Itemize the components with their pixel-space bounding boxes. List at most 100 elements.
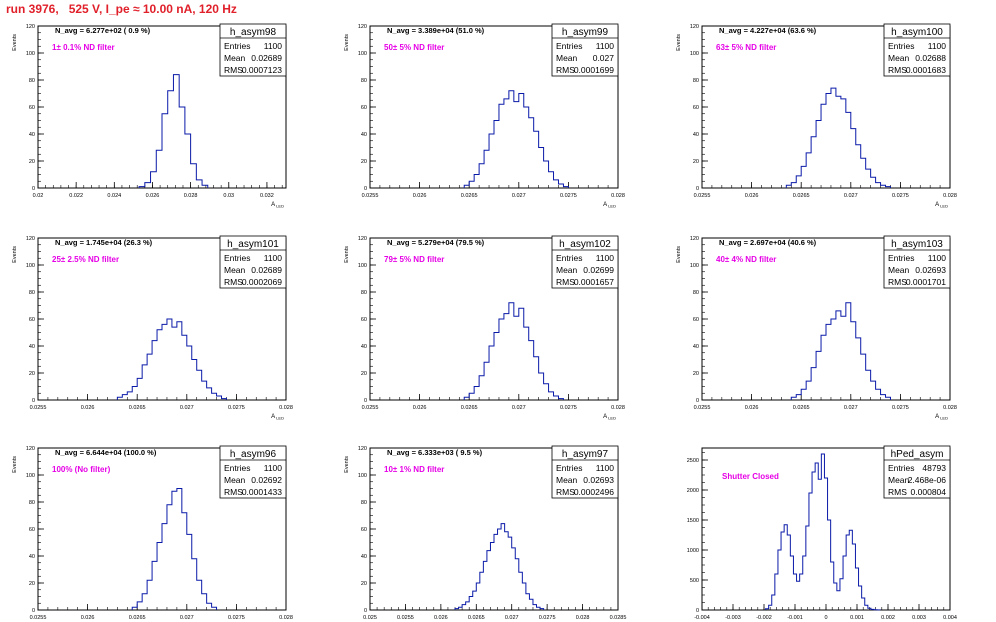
stats-value: 0.000804	[911, 487, 947, 497]
navg-label: N_avg = 1.745e+04 (26.3 %)	[55, 238, 153, 247]
stats-value: 1100	[264, 41, 283, 51]
x-tick-label: 0.032	[260, 193, 274, 199]
y-tick-label: 60	[29, 105, 35, 111]
x-tick-label: 0.0275	[892, 405, 909, 411]
stats-box-title: h_asym96	[230, 449, 277, 460]
x-tick-label: 0.001	[850, 615, 864, 621]
y-axis-title: Events	[344, 246, 350, 263]
x-tick-label: 0.026	[434, 615, 448, 621]
stats-value: 1100	[596, 463, 615, 473]
stats-value: 1100	[928, 41, 947, 51]
y-tick-label: 0	[364, 398, 367, 404]
stats-label: RMS	[556, 277, 575, 287]
x-tick-label: 0.026	[81, 405, 95, 411]
x-tick-label: 0.026	[81, 615, 95, 621]
y-tick-label: 20	[693, 371, 699, 377]
y-axis-title: Events	[344, 456, 350, 473]
x-tick-label: 0.028	[943, 193, 957, 199]
stats-value: 0.0001433	[242, 487, 282, 497]
stats-box-title: hPed_asym	[891, 449, 944, 460]
filter-label: 10± 1% ND filter	[384, 465, 444, 474]
y-tick-label: 20	[361, 159, 367, 165]
stats-label: RMS	[888, 65, 907, 75]
stats-label: RMS	[888, 487, 907, 497]
stats-value: 0.02692	[251, 475, 282, 485]
x-tick-label: 0.0255	[362, 405, 379, 411]
x-tick-label: 0.0275	[228, 405, 245, 411]
stats-box-frame	[883, 23, 951, 77]
y-tick-label: 60	[361, 317, 367, 323]
stats-box: h_asym98 Entries 1100 Mean 0.02689 RMS0.00071…	[219, 23, 287, 77]
x-tick-label: 0.026	[413, 405, 427, 411]
x-tick-label: 0.0265	[793, 405, 810, 411]
y-tick-label: 80	[29, 500, 35, 506]
filter-label: 40± 4% ND filter	[716, 255, 776, 264]
x-axis-title: A LED	[603, 414, 616, 421]
y-tick-label: 60	[29, 317, 35, 323]
x-tick-label: 0.0265	[793, 193, 810, 199]
x-tick-label: 0.0285	[610, 615, 627, 621]
y-tick-label: 20	[29, 159, 35, 165]
stats-box-frame	[219, 445, 287, 499]
x-tick-label: -0.003	[725, 615, 741, 621]
x-tick-label: 0.028	[184, 193, 198, 199]
stats-label: Entries	[888, 463, 914, 473]
stats-label: Entries	[888, 253, 914, 263]
y-tick-label: 0	[696, 186, 699, 192]
histogram-panel-h_asym100: 0.0255 0.026 0.0265 0.027 0.0275 0.028 0 20 40 60…	[676, 23, 957, 209]
x-tick-label: -0.001	[787, 615, 803, 621]
x-tick-label: -0.004	[694, 615, 710, 621]
x-tick-label: 0.025	[363, 615, 377, 621]
x-tick-label: 0.0275	[228, 615, 245, 621]
navg-label: N_avg = 6.277e+02 ( 0.9 %)	[55, 26, 151, 35]
filter-label: 50± 5% ND filter	[384, 43, 444, 52]
stats-value: 0.0007123	[242, 65, 282, 75]
histogram-panel-h_asym96: 0.0255 0.026 0.0265 0.027 0.0275 0.028 0 20 40 60…	[12, 445, 293, 621]
x-tick-label: 0.0275	[892, 193, 909, 199]
histogram-line	[131, 488, 218, 610]
x-tick-label: 0.024	[107, 193, 121, 199]
x-tick-label: 0	[824, 615, 827, 621]
x-tick-label: 0.028	[611, 193, 625, 199]
histogram-panel-h_asym102: 0.0255 0.026 0.0265 0.027 0.0275 0.028 0 20 40 60…	[344, 235, 625, 421]
x-tick-label: 0.026	[745, 405, 759, 411]
y-tick-label: 0	[696, 398, 699, 404]
x-tick-label: 0.002	[881, 615, 895, 621]
stats-box-title: h_asym97	[562, 449, 609, 460]
stats-label: Mean	[888, 475, 910, 485]
y-tick-label: 120	[358, 236, 367, 242]
x-tick-label: 0.0255	[30, 615, 47, 621]
histogram-panel-hPed_asym: -0.004 -0.003 -0.002 -0.001 0 0.001 0.002 0.003…	[687, 445, 957, 621]
y-tick-label: 40	[693, 344, 699, 350]
x-tick-label: 0.0265	[129, 405, 146, 411]
x-tick-label: 0.027	[180, 615, 194, 621]
y-tick-label: 2000	[687, 488, 699, 494]
y-tick-label: 120	[26, 446, 35, 452]
stats-box-title: h_asym100	[891, 27, 943, 38]
stats-label: Entries	[224, 41, 250, 51]
y-tick-label: 1500	[687, 518, 699, 524]
stats-value: 1100	[596, 41, 615, 51]
y-tick-label: 80	[361, 290, 367, 296]
x-tick-label: 0.0255	[694, 405, 711, 411]
y-tick-label: 60	[29, 527, 35, 533]
x-tick-label: 0.0255	[30, 405, 47, 411]
stats-value: 0.0001657	[574, 277, 614, 287]
stats-box: h_asym97 Entries 1100 Mean 0.02693 RMS0.00024…	[551, 445, 619, 499]
stats-box-frame	[219, 235, 287, 289]
stats-box-title: h_asym102	[559, 239, 611, 250]
stats-label: Mean	[556, 265, 578, 275]
y-tick-label: 20	[361, 581, 367, 587]
y-tick-label: 60	[361, 105, 367, 111]
y-tick-label: 100	[690, 263, 699, 269]
stats-value: 0.02693	[583, 475, 614, 485]
x-tick-label: 0.027	[512, 405, 526, 411]
navg-label: N_avg = 4.227e+04 (63.6 %)	[719, 26, 817, 35]
y-tick-label: 120	[690, 24, 699, 30]
x-tick-label: 0.027	[180, 405, 194, 411]
navg-label: N_avg = 2.697e+04 (40.6 %)	[719, 238, 817, 247]
x-tick-label: 0.028	[279, 615, 293, 621]
x-tick-label: 0.0265	[129, 615, 146, 621]
y-tick-label: 100	[26, 473, 35, 479]
histogram-panel-h_asym101: 0.0255 0.026 0.0265 0.027 0.0275 0.028 0 20 40 60…	[12, 235, 293, 421]
